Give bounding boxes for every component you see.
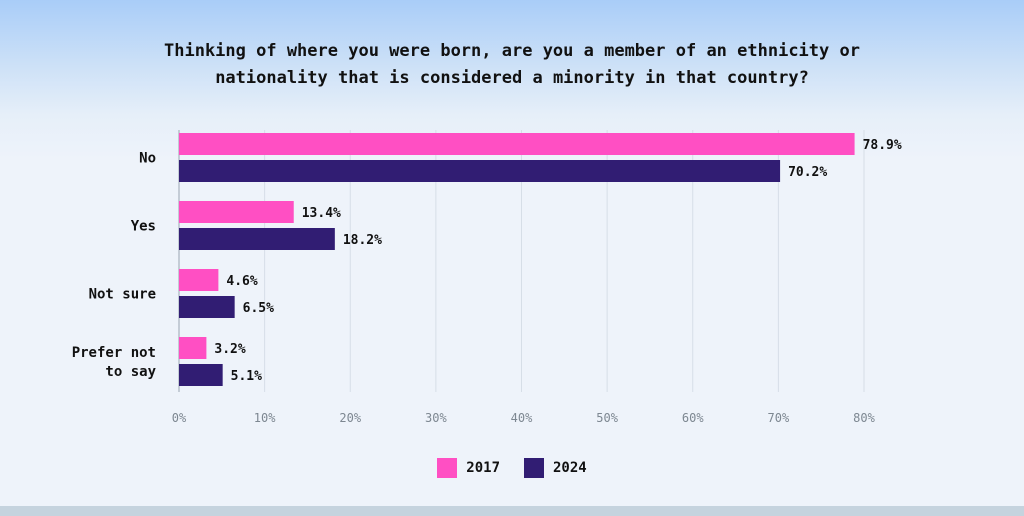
legend-item-2024: 2024 bbox=[524, 458, 587, 478]
bar-2024-1 bbox=[179, 228, 335, 250]
category-label: Prefer not bbox=[72, 345, 156, 361]
data-label-2017-0: 78.9% bbox=[863, 138, 902, 153]
bar-2017-0 bbox=[179, 133, 855, 155]
data-label-2017-2: 4.6% bbox=[226, 274, 257, 289]
bar-2024-2 bbox=[179, 296, 235, 318]
legend-item-2017: 2017 bbox=[437, 458, 500, 478]
legend-swatch-2024 bbox=[524, 458, 544, 478]
category-label: Yes bbox=[131, 219, 156, 235]
x-tick-label: 30% bbox=[425, 411, 447, 425]
data-label-2017-1: 13.4% bbox=[302, 206, 341, 221]
bar-2024-3 bbox=[179, 364, 223, 386]
bar-2017-2 bbox=[179, 269, 219, 291]
x-tick-label: 50% bbox=[596, 411, 618, 425]
data-label-2024-1: 18.2% bbox=[343, 233, 382, 248]
footer-bar bbox=[0, 506, 1024, 516]
legend-swatch-2017 bbox=[437, 458, 458, 478]
data-label-2024-0: 70.2% bbox=[788, 165, 827, 180]
data-label-2024-3: 5.1% bbox=[231, 369, 262, 384]
category-label: No bbox=[139, 151, 156, 167]
chart-legend: 2017 2024 bbox=[0, 458, 1024, 478]
x-tick-label: 40% bbox=[511, 411, 533, 425]
x-tick-label: 70% bbox=[768, 411, 790, 425]
legend-label-2024: 2024 bbox=[553, 460, 587, 476]
x-tick-label: 10% bbox=[254, 411, 276, 425]
chart-title: Thinking of where you were born, are you… bbox=[164, 41, 860, 88]
x-tick-label: 80% bbox=[853, 411, 875, 425]
data-label-2017-3: 3.2% bbox=[214, 342, 245, 357]
bar-2024-0 bbox=[179, 160, 781, 182]
x-tick-label: 60% bbox=[682, 411, 704, 425]
category-label: Not sure bbox=[89, 287, 156, 303]
bar-2017-1 bbox=[179, 201, 294, 223]
data-label-2024-2: 6.5% bbox=[243, 301, 274, 316]
x-tick-label: 20% bbox=[339, 411, 361, 425]
bar-2017-3 bbox=[179, 337, 207, 359]
x-tick-label: 0% bbox=[172, 411, 187, 425]
legend-label-2017: 2017 bbox=[466, 460, 500, 476]
category-label: to say bbox=[105, 364, 156, 380]
